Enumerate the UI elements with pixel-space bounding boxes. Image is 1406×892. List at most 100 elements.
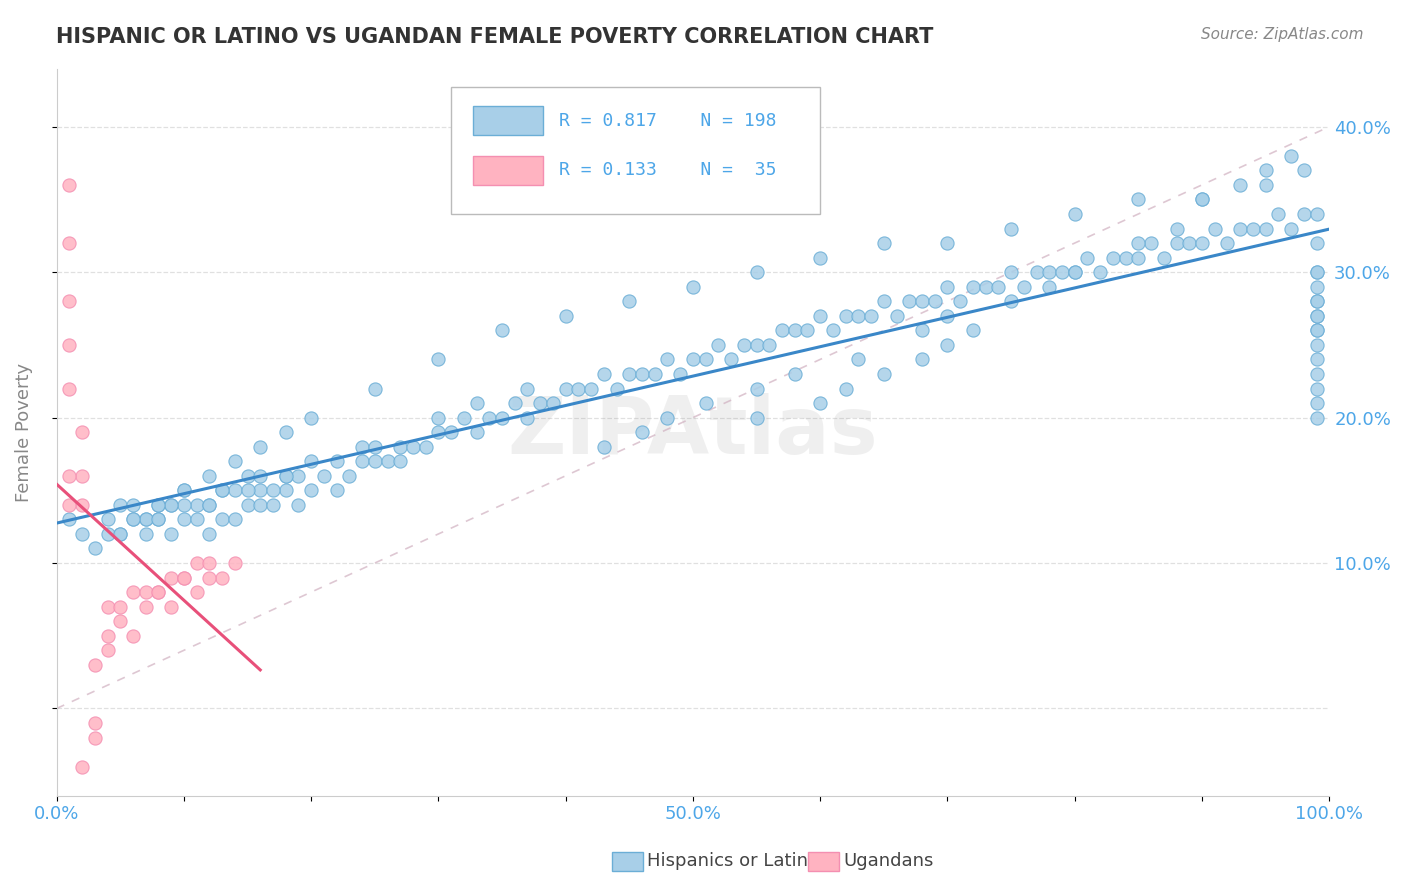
Point <box>173 512 195 526</box>
Point <box>1305 294 1327 309</box>
Point <box>262 483 284 498</box>
Point <box>1305 382 1327 396</box>
Point <box>783 323 806 337</box>
Point <box>198 571 221 585</box>
Point <box>1128 251 1150 265</box>
Point <box>274 425 297 439</box>
Point <box>911 352 934 367</box>
Point <box>619 367 641 381</box>
Point <box>1102 251 1125 265</box>
Point <box>58 382 80 396</box>
Point <box>720 352 742 367</box>
Point <box>415 440 437 454</box>
Point <box>1305 294 1327 309</box>
Point <box>198 556 221 570</box>
Point <box>135 527 157 541</box>
Point <box>186 512 208 526</box>
Point <box>148 585 170 599</box>
Point <box>592 367 614 381</box>
Point <box>1088 265 1111 279</box>
Point <box>808 251 831 265</box>
Point <box>58 512 80 526</box>
Text: Ugandans: Ugandans <box>844 852 934 870</box>
Point <box>834 309 856 323</box>
Point <box>1305 352 1327 367</box>
Point <box>936 309 959 323</box>
Point <box>1305 235 1327 250</box>
Point <box>122 585 145 599</box>
Point <box>1204 221 1226 235</box>
Point <box>606 382 628 396</box>
Point <box>198 498 221 512</box>
Point <box>1000 294 1022 309</box>
Point <box>173 483 195 498</box>
Point <box>148 585 170 599</box>
Point <box>873 294 896 309</box>
Point <box>821 323 844 337</box>
Point <box>987 279 1010 293</box>
Point <box>936 338 959 352</box>
Point <box>249 483 271 498</box>
Point <box>579 382 602 396</box>
Point <box>122 512 145 526</box>
Text: HISPANIC OR LATINO VS UGANDAN FEMALE POVERTY CORRELATION CHART: HISPANIC OR LATINO VS UGANDAN FEMALE POV… <box>56 27 934 46</box>
Point <box>1153 251 1175 265</box>
Point <box>554 382 576 396</box>
Point <box>58 468 80 483</box>
Point <box>287 468 309 483</box>
Point <box>1166 221 1188 235</box>
Point <box>198 498 221 512</box>
Point <box>1038 265 1060 279</box>
Point <box>873 367 896 381</box>
Point <box>758 338 780 352</box>
Point <box>631 425 654 439</box>
Point <box>299 454 322 468</box>
Point <box>249 468 271 483</box>
Point <box>1012 279 1035 293</box>
Point <box>911 323 934 337</box>
Point <box>1191 193 1213 207</box>
Point <box>657 352 679 367</box>
Point <box>949 294 972 309</box>
Point <box>1050 265 1073 279</box>
Point <box>1191 193 1213 207</box>
Point <box>491 410 513 425</box>
Point <box>224 483 246 498</box>
Point <box>173 571 195 585</box>
FancyBboxPatch shape <box>451 87 820 214</box>
Point <box>1305 279 1327 293</box>
Point <box>402 440 425 454</box>
Point <box>58 235 80 250</box>
Point <box>427 425 450 439</box>
Point <box>70 425 93 439</box>
Point <box>1140 235 1163 250</box>
Point <box>135 599 157 614</box>
Point <box>83 541 105 556</box>
Point <box>848 309 870 323</box>
Point <box>1305 265 1327 279</box>
Point <box>249 440 271 454</box>
Point <box>1191 235 1213 250</box>
Point <box>783 367 806 381</box>
Point <box>377 454 399 468</box>
Point <box>135 512 157 526</box>
Point <box>745 382 768 396</box>
Point <box>1279 149 1302 163</box>
Point <box>148 512 170 526</box>
Point <box>834 382 856 396</box>
Point <box>453 410 475 425</box>
Point <box>96 512 118 526</box>
Point <box>529 396 551 410</box>
Point <box>110 614 132 628</box>
Point <box>299 410 322 425</box>
Point <box>1305 309 1327 323</box>
Point <box>58 338 80 352</box>
Point <box>198 468 221 483</box>
Point <box>440 425 463 439</box>
Point <box>1305 323 1327 337</box>
Point <box>465 425 488 439</box>
Point <box>274 468 297 483</box>
Point <box>299 483 322 498</box>
Point <box>160 527 183 541</box>
Point <box>160 498 183 512</box>
